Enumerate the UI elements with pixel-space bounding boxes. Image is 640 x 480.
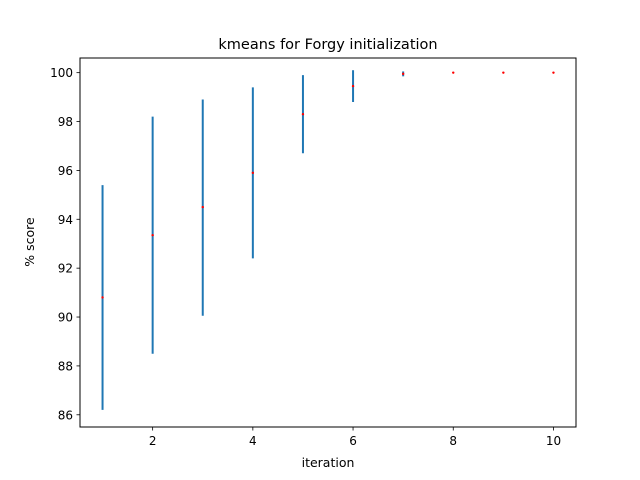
mean-point (201, 205, 204, 209)
mean-point (301, 113, 305, 116)
x-axis: 2 4 6 8 10 (149, 427, 561, 448)
mean-point (101, 296, 104, 299)
mean-point (251, 171, 255, 175)
mean-point (351, 84, 355, 88)
y-axis: 86 88 90 92 94 96 98 100 (50, 66, 80, 422)
mean-point (552, 71, 555, 74)
plot-frame (79, 57, 577, 428)
y-tick-label: 92 (58, 262, 73, 276)
x-tick-label: 2 (149, 434, 157, 448)
x-tick-label: 8 (449, 434, 457, 448)
mean-point (151, 233, 154, 237)
mean-point (502, 71, 505, 74)
chart-title: kmeans for Forgy initialization (218, 37, 437, 53)
y-tick-label: 94 (58, 213, 73, 227)
mean-point (452, 71, 455, 74)
x-tick-label: 6 (349, 434, 357, 448)
y-tick-label: 88 (58, 359, 73, 373)
y-tick-label: 98 (58, 115, 73, 129)
y-tick-label: 100 (50, 66, 73, 80)
x-axis-label: iteration (302, 455, 355, 470)
y-axis-label: % score (22, 217, 37, 267)
x-tick-label: 10 (546, 434, 561, 448)
y-tick-label: 86 (58, 408, 73, 422)
plot-marks (101, 70, 555, 410)
mean-point (401, 72, 405, 76)
y-tick-label: 96 (58, 164, 73, 178)
y-tick-label: 90 (58, 311, 73, 325)
x-tick-label: 4 (249, 434, 257, 448)
